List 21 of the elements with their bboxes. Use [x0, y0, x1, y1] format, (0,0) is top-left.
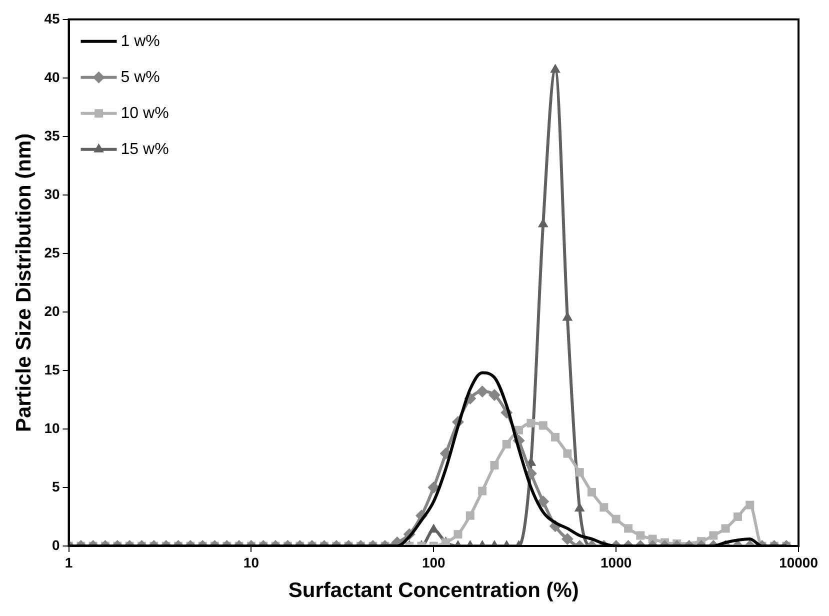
y-tick-label: 5	[52, 478, 60, 494]
x-tick-label: 10000	[779, 554, 818, 570]
x-tick-label: 1000	[600, 554, 632, 570]
y-tick-label: 30	[44, 186, 60, 202]
legend-label: 15 w%	[120, 140, 169, 158]
y-tick-label: 15	[44, 361, 60, 378]
y-tick-label: 25	[44, 244, 60, 260]
legend-label: 5 w%	[120, 68, 160, 86]
x-tick-label: 100	[422, 554, 446, 570]
y-tick-label: 40	[44, 68, 60, 85]
y-tick-label: 10	[44, 420, 60, 436]
y-tick-label: 35	[44, 127, 60, 144]
legend-label: 10 w%	[120, 104, 169, 122]
y-tick-label: 0	[52, 536, 60, 553]
x-tick-label: 1	[64, 554, 73, 570]
y-tick-label: 20	[44, 302, 60, 319]
legend-label: 1 w%	[120, 32, 160, 50]
x-tick-label: 10	[243, 554, 260, 570]
y-axis-title: Particle Size Distribution (nm)	[12, 133, 36, 432]
y-tick-label: 45	[44, 10, 60, 26]
x-axis-title: Surfactant Concentration (%)	[288, 579, 579, 602]
